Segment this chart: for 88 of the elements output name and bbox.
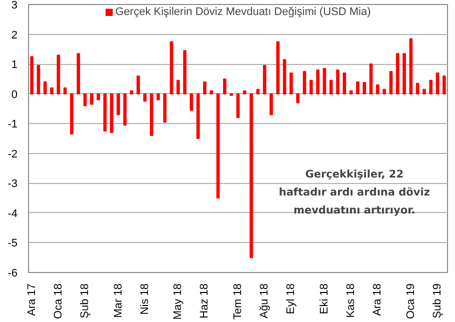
bar: [56, 54, 60, 94]
bar: [196, 93, 200, 139]
bar: [190, 93, 194, 111]
y-tick-label: 3: [11, 0, 18, 12]
x-tick-label: Oca 19: [404, 283, 417, 319]
bar: [309, 80, 313, 94]
bar: [276, 41, 280, 94]
bar: [150, 93, 154, 136]
bar: [329, 80, 333, 94]
bar: [362, 82, 366, 94]
bar: [210, 90, 214, 94]
bar: [396, 53, 400, 94]
bar: [156, 93, 160, 100]
bar: [422, 88, 426, 94]
bar: [203, 81, 206, 94]
bar: [382, 88, 386, 94]
bar: [76, 53, 80, 94]
bar: [216, 93, 220, 199]
bar: [183, 50, 186, 94]
y-tick-label: 1: [11, 59, 18, 72]
x-tick-label: May 18: [172, 283, 184, 320]
bar: [402, 53, 406, 94]
bar: [63, 87, 67, 94]
x-tick-label: Oca 18: [52, 283, 64, 319]
x-tick-label: Nis 18: [138, 283, 151, 315]
bar: [336, 70, 340, 94]
x-tick-label: Tem 18: [232, 283, 244, 320]
x-tick-label: Ağu 18: [258, 283, 271, 318]
bar: [342, 72, 346, 94]
bar: [43, 81, 47, 94]
bar: [270, 93, 273, 116]
bar: [70, 93, 74, 135]
x-tick-label: Ara 18: [372, 283, 384, 316]
bar: [223, 78, 226, 94]
bar: [256, 88, 260, 94]
x-tick-label: Eki 18: [318, 283, 330, 314]
bar: [110, 93, 114, 134]
x-tick-label: Şub 18: [79, 283, 92, 318]
bar: [130, 90, 134, 94]
bar: [290, 72, 293, 94]
bar: [416, 82, 420, 94]
bar: [282, 59, 286, 94]
bar: [103, 93, 107, 132]
bar: [143, 93, 147, 102]
bar: [442, 75, 446, 94]
y-tick-label: -6: [8, 268, 18, 280]
x-tick-label: Eyl 18: [285, 283, 298, 314]
bar: [262, 65, 266, 94]
bar: [176, 80, 180, 94]
bar: [96, 93, 100, 100]
y-tick-label: -5: [8, 238, 18, 250]
bar: [409, 38, 413, 94]
bar: [163, 93, 167, 123]
bar: [369, 64, 373, 94]
bar: [136, 75, 140, 94]
bar: [50, 87, 54, 94]
bar: [296, 93, 300, 104]
bar: [116, 93, 120, 116]
bar: [429, 80, 433, 94]
bar: [316, 70, 320, 94]
x-tick-label: Mar 18: [112, 283, 124, 318]
bar: [356, 81, 360, 94]
y-tick-label: 0: [11, 88, 18, 101]
annotation: Gerçekkişiler, 22 haftadır ardı ardına döviz mevduatını artırıyor.: [278, 168, 430, 216]
bar: [30, 56, 34, 94]
bar: [36, 65, 40, 94]
y-tick-label: 2: [11, 29, 18, 42]
bar: [322, 68, 326, 94]
y-tick-label: -2: [8, 148, 18, 160]
x-tick-label: Kas 18: [345, 283, 358, 318]
y-tick-label: -1: [8, 118, 18, 131]
legend-label: Gerçek Kişilerin Döviz Mevduatı Değişimi (USD Mia): [115, 6, 371, 18]
bar: [170, 41, 174, 94]
x-tick-label: Haz 18: [198, 283, 211, 318]
y-tick-label: -4: [8, 208, 18, 220]
bar: [389, 71, 393, 94]
bar: [250, 93, 253, 258]
bar: [123, 93, 127, 126]
y-tick-label: -3: [8, 178, 18, 190]
bar: [90, 93, 94, 105]
bar: [349, 90, 353, 94]
x-tick-label: Ara 17: [26, 283, 38, 316]
bar: [236, 93, 240, 118]
bar: [436, 72, 440, 94]
bar: [242, 90, 246, 94]
bar: [302, 71, 306, 94]
bar: [376, 84, 380, 94]
x-tick-label: Şub 19: [432, 283, 444, 318]
